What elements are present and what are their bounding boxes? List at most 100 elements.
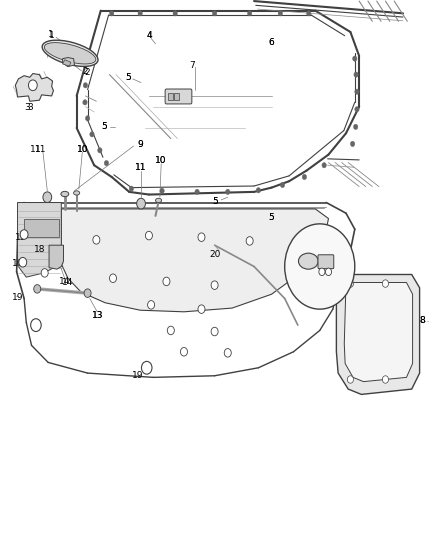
- Ellipse shape: [44, 43, 96, 64]
- Text: 16: 16: [12, 260, 23, 268]
- Polygon shape: [49, 245, 64, 269]
- Circle shape: [382, 280, 389, 287]
- Circle shape: [183, 350, 185, 353]
- Circle shape: [148, 234, 150, 237]
- Circle shape: [148, 301, 155, 309]
- Text: 6: 6: [268, 38, 275, 47]
- Circle shape: [355, 89, 359, 94]
- Circle shape: [98, 148, 102, 153]
- Ellipse shape: [155, 198, 162, 203]
- Circle shape: [347, 376, 353, 383]
- Circle shape: [129, 186, 134, 191]
- Text: 2: 2: [83, 67, 88, 76]
- Circle shape: [278, 11, 283, 16]
- Circle shape: [290, 246, 297, 255]
- Text: 11: 11: [135, 164, 147, 172]
- Circle shape: [165, 280, 168, 283]
- Circle shape: [160, 188, 164, 193]
- Circle shape: [248, 239, 251, 243]
- Text: 5: 5: [268, 213, 274, 222]
- Circle shape: [198, 233, 205, 241]
- Text: 10: 10: [77, 145, 88, 154]
- Text: 14: 14: [59, 277, 71, 286]
- Circle shape: [285, 224, 355, 309]
- Text: 19: 19: [12, 293, 23, 302]
- Circle shape: [319, 268, 325, 276]
- Circle shape: [150, 303, 152, 306]
- Circle shape: [41, 269, 48, 277]
- Circle shape: [256, 188, 261, 193]
- Text: 15: 15: [15, 233, 27, 241]
- Circle shape: [322, 163, 326, 168]
- Circle shape: [198, 305, 205, 313]
- Circle shape: [95, 238, 98, 241]
- Circle shape: [110, 11, 114, 16]
- Text: 7: 7: [189, 61, 195, 69]
- Circle shape: [21, 260, 25, 264]
- Text: 11: 11: [135, 164, 147, 172]
- Circle shape: [384, 282, 387, 285]
- Circle shape: [350, 141, 355, 147]
- Text: 1: 1: [49, 31, 55, 40]
- Circle shape: [22, 232, 26, 237]
- Polygon shape: [61, 209, 328, 312]
- Circle shape: [353, 124, 358, 130]
- Text: 17: 17: [322, 276, 333, 284]
- Text: 8: 8: [420, 317, 426, 325]
- Circle shape: [145, 231, 152, 240]
- Text: 13: 13: [92, 311, 103, 320]
- Text: 19: 19: [132, 372, 144, 380]
- Polygon shape: [63, 58, 74, 67]
- Circle shape: [247, 11, 252, 16]
- Circle shape: [213, 330, 216, 333]
- Circle shape: [167, 326, 174, 335]
- Text: 8: 8: [420, 317, 426, 325]
- Polygon shape: [63, 60, 71, 66]
- Text: 3: 3: [24, 103, 30, 112]
- Circle shape: [302, 174, 307, 180]
- Text: 11: 11: [30, 145, 42, 154]
- Circle shape: [34, 322, 38, 328]
- Text: 15: 15: [309, 246, 320, 255]
- Circle shape: [224, 349, 231, 357]
- Circle shape: [110, 274, 117, 282]
- Text: 6: 6: [268, 38, 275, 47]
- Circle shape: [349, 282, 352, 285]
- Circle shape: [34, 285, 41, 293]
- Text: 15: 15: [301, 247, 311, 256]
- Circle shape: [200, 236, 203, 239]
- Circle shape: [213, 284, 216, 287]
- Polygon shape: [336, 274, 420, 394]
- Bar: [174, 93, 179, 100]
- Text: 9: 9: [137, 141, 143, 149]
- Circle shape: [90, 132, 94, 137]
- Circle shape: [83, 100, 87, 105]
- Circle shape: [93, 236, 100, 244]
- Circle shape: [211, 327, 218, 336]
- Circle shape: [20, 230, 28, 239]
- Polygon shape: [24, 219, 59, 237]
- Circle shape: [384, 378, 387, 381]
- Ellipse shape: [61, 191, 69, 197]
- Text: 11: 11: [35, 145, 46, 154]
- FancyBboxPatch shape: [165, 89, 192, 104]
- Text: 17: 17: [323, 276, 332, 284]
- Circle shape: [137, 198, 145, 209]
- Circle shape: [170, 329, 172, 332]
- Circle shape: [163, 277, 170, 286]
- Circle shape: [212, 11, 217, 16]
- Text: 4: 4: [146, 31, 152, 40]
- Circle shape: [325, 268, 332, 276]
- Circle shape: [141, 361, 152, 374]
- Circle shape: [195, 189, 199, 195]
- Circle shape: [104, 160, 109, 166]
- Text: 5: 5: [125, 73, 131, 82]
- Text: 2: 2: [84, 68, 89, 77]
- Circle shape: [43, 192, 52, 203]
- Circle shape: [382, 376, 389, 383]
- Circle shape: [355, 107, 359, 112]
- Circle shape: [353, 56, 357, 61]
- Text: 5: 5: [212, 197, 219, 206]
- Circle shape: [173, 11, 177, 16]
- Polygon shape: [344, 282, 413, 382]
